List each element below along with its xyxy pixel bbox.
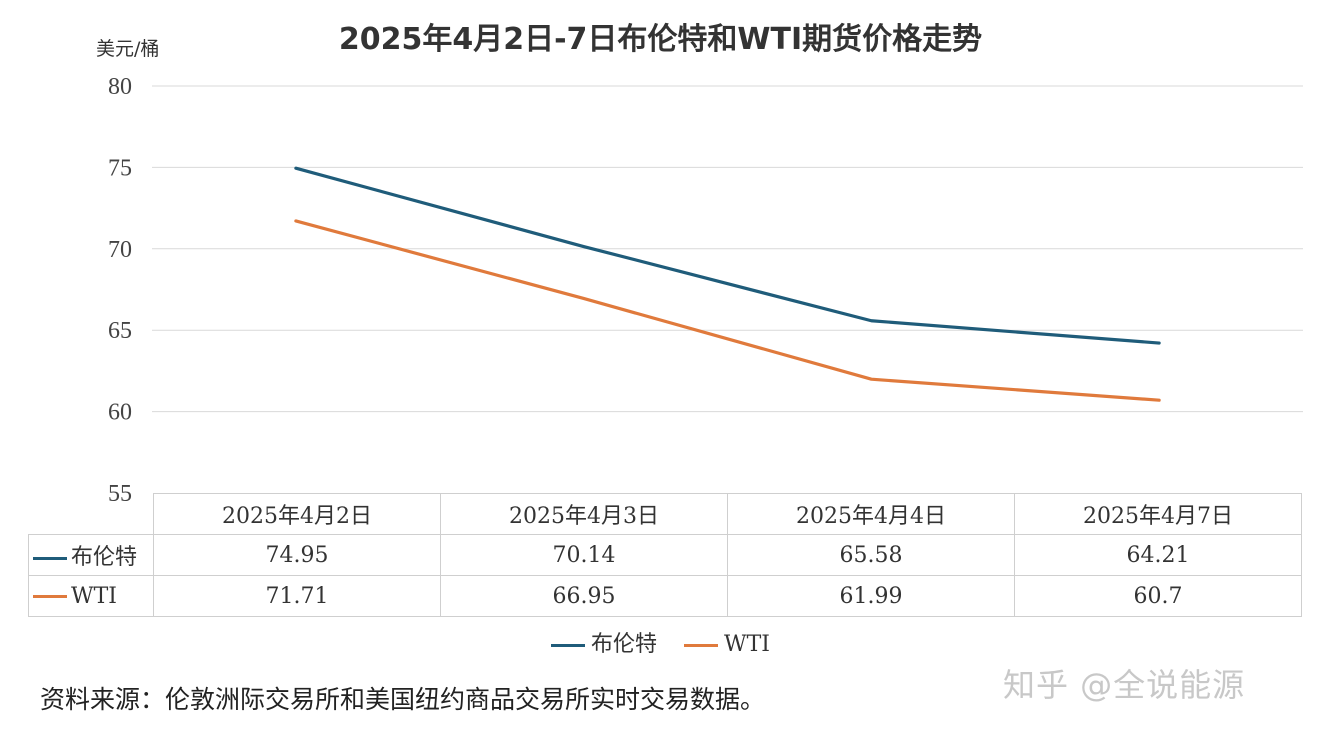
category-label: 2025年4月4日 (727, 493, 1015, 535)
gridlines (152, 85, 1303, 413)
series-name: 布伦特 (71, 545, 138, 570)
data-table-corner (28, 493, 154, 535)
y-tick-label: 65 (108, 318, 132, 344)
y-axis-unit-label: 美元/桶 (96, 38, 160, 60)
series-line-brent (294, 166, 1161, 345)
data-cell: 71.71 (153, 575, 441, 617)
brent-legend-key (33, 556, 67, 560)
data-table-row-brent: 布伦特 74.95 70.14 65.58 64.21 (28, 534, 1302, 576)
data-cell: 65.58 (727, 534, 1015, 576)
series-lines (294, 166, 1161, 402)
source-note: 资料来源：伦敦洲际交易所和美国纽约商品交易所实时交易数据。 (40, 685, 766, 714)
category-label: 2025年4月3日 (440, 493, 728, 535)
y-tick-label: 75 (108, 155, 132, 181)
data-table-row-wti: WTI 71.71 66.95 61.99 60.7 (28, 575, 1302, 617)
data-cell: 66.95 (440, 575, 728, 617)
brent-line-icon (551, 643, 585, 647)
category-label: 2025年4月2日 (153, 493, 441, 535)
legend: 布伦特 WTI (0, 626, 1321, 658)
data-cell: 74.95 (153, 534, 441, 576)
data-table-header-row: 2025年4月2日 2025年4月3日 2025年4月4日 2025年4月7日 (28, 493, 1302, 535)
legend-item-brent: 布伦特 (551, 626, 657, 658)
chart-title: 2025年4月2日-7日布伦特和WTI期货价格走势 (338, 22, 983, 57)
y-tick-label: 60 (108, 400, 132, 426)
y-tick-label: 70 (108, 237, 132, 263)
watermark: 知乎 @全说能源 (1003, 666, 1246, 704)
wti-line-icon (684, 643, 719, 647)
legend-item-wti: WTI (684, 632, 770, 657)
data-cell: 61.99 (727, 575, 1015, 617)
data-cell: 60.7 (1014, 575, 1302, 617)
data-table: 2025年4月2日 2025年4月3日 2025年4月4日 2025年4月7日 … (28, 493, 1302, 617)
series-label-wti: WTI (28, 575, 154, 617)
wti-legend-key (33, 595, 67, 598)
legend-label: 布伦特 (591, 632, 658, 657)
series-line-wti (294, 219, 1161, 402)
data-cell: 64.21 (1014, 534, 1302, 576)
category-label: 2025年4月7日 (1014, 493, 1302, 535)
data-cell: 70.14 (440, 534, 728, 576)
series-name: WTI (71, 583, 117, 609)
y-tick-label: 80 (108, 74, 132, 100)
legend-label: WTI (724, 632, 770, 657)
series-label-brent: 布伦特 (28, 534, 154, 576)
